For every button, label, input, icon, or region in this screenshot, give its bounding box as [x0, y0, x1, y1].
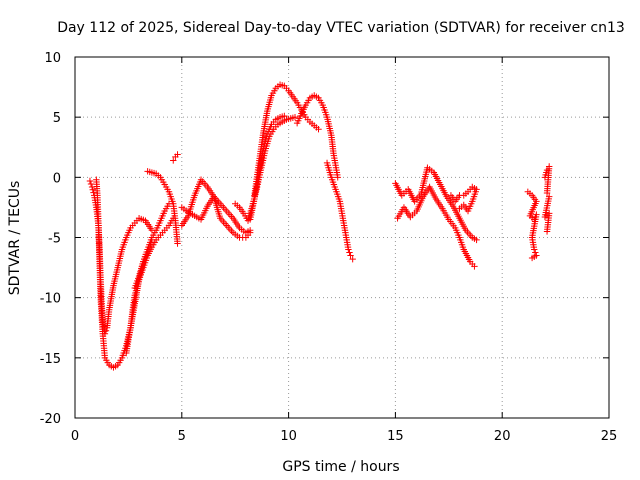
y-tick-label: -10 — [40, 292, 61, 307]
y-tick-label: -5 — [48, 232, 61, 247]
y-tick-label: 5 — [53, 111, 61, 126]
data-point — [543, 228, 551, 235]
data-point — [90, 189, 97, 196]
x-tick-label: 20 — [494, 429, 511, 444]
data-point — [543, 189, 551, 197]
series-arc-j — [246, 112, 288, 223]
y-tick-label: -20 — [40, 412, 61, 427]
series-arc-k — [251, 81, 322, 199]
data-point — [246, 229, 254, 236]
x-tick-label: 10 — [280, 429, 297, 444]
data-point — [281, 112, 288, 120]
x-tick-label: 0 — [71, 429, 79, 444]
series-arc-f — [170, 151, 181, 164]
data-point — [528, 254, 536, 262]
data-point — [86, 177, 94, 185]
axis-ticks: 0 5 10 15 20 25 -20 -15 -10 -5 0 5 10 — [40, 51, 618, 444]
chart-title: Day 112 of 2025, Sidereal Day-to-day VTE… — [57, 20, 625, 36]
series-arc-p — [447, 183, 480, 215]
data-point — [315, 126, 322, 133]
data-point — [102, 327, 110, 334]
data-point — [334, 174, 341, 181]
y-tick-label: 0 — [53, 171, 61, 186]
series-arc-q — [524, 188, 540, 262]
data-point — [87, 180, 95, 188]
grid — [75, 57, 609, 418]
data-point — [347, 252, 354, 259]
data-point — [531, 246, 538, 253]
data-point — [174, 240, 181, 247]
series-arc-e — [144, 168, 181, 247]
series-arc-o — [394, 183, 478, 270]
data-point — [174, 151, 181, 158]
data-point — [532, 249, 539, 256]
data-point — [471, 263, 478, 270]
series-arc-l — [293, 92, 341, 181]
y-tick-label: -15 — [40, 352, 61, 367]
data-point — [170, 157, 177, 164]
x-tick-label: 25 — [601, 429, 618, 444]
series-arc-m — [323, 159, 356, 263]
data-point — [473, 236, 480, 244]
data-point — [346, 249, 353, 256]
data-point — [89, 186, 96, 193]
series-arc-r — [541, 163, 553, 235]
y-axis-label: SDTVAR / TECUs — [7, 181, 23, 296]
x-axis-label: GPS time / hours — [282, 459, 399, 475]
y-tick-label: 10 — [44, 51, 61, 66]
data-point — [88, 183, 96, 191]
data-point — [456, 205, 463, 212]
series-arc-n — [392, 164, 480, 244]
x-tick-label: 5 — [178, 429, 186, 444]
data-points — [86, 81, 553, 371]
data-point — [345, 246, 352, 253]
data-point — [291, 113, 299, 121]
series-arc-h — [178, 193, 254, 241]
series-arc-d — [131, 200, 173, 292]
x-tick-label: 15 — [387, 429, 404, 444]
data-point — [349, 255, 356, 263]
